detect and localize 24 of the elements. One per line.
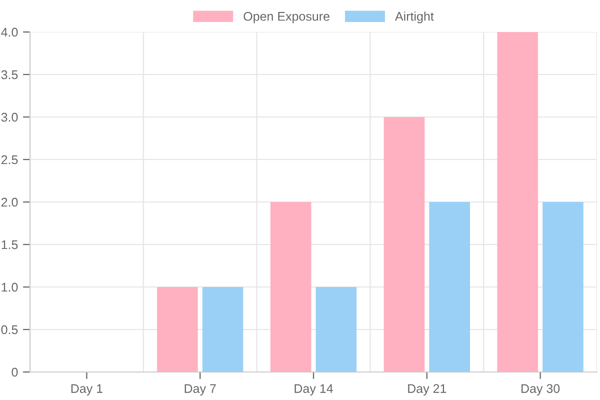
bar	[429, 202, 470, 372]
x-tick-label: Day 21	[408, 384, 446, 396]
y-tick-label: 4.0	[1, 28, 18, 37]
y-tick-label: 1.5	[2, 240, 18, 250]
bar	[316, 287, 357, 372]
bar	[157, 287, 198, 372]
bar	[202, 287, 244, 372]
y-tick-label: 1.0	[2, 282, 18, 292]
y-tick-label: 2.5	[1, 155, 18, 164]
bar	[270, 202, 312, 372]
bar	[497, 32, 538, 372]
x-tick-label: Day 30	[522, 384, 560, 396]
bar	[542, 202, 584, 372]
y-tick-label: 0.5	[1, 325, 18, 334]
y-tick-label: 3.5	[1, 70, 18, 80]
legend-label: Airtight	[395, 12, 434, 24]
y-tick-label: 3.0	[1, 112, 18, 122]
x-tick-label: Day 14	[294, 384, 333, 396]
x-tick-label: Day 7	[184, 384, 216, 396]
x-tick-label: Day 1	[71, 384, 102, 396]
y-tick-label: 0	[12, 368, 18, 377]
bar	[384, 117, 425, 372]
legend-label: Open Exposure	[244, 12, 330, 24]
y-tick-label: 2.0	[1, 198, 18, 207]
